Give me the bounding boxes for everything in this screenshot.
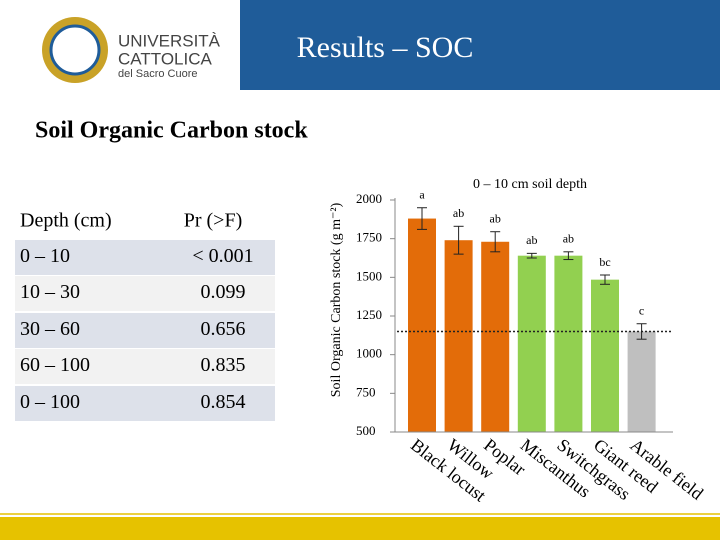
- table-row-bg: [15, 349, 275, 384]
- y-tick-label: 1500: [356, 268, 382, 283]
- y-tick-label: 1750: [356, 230, 382, 245]
- table-cell: 30 – 60: [20, 318, 80, 340]
- table-cell: 0.656: [201, 318, 246, 340]
- y-axis-label: Soil Organic Carbon stock (g m⁻²): [329, 202, 344, 397]
- subtitle: Soil Organic Carbon stock: [35, 118, 308, 144]
- chart-title: 0 – 10 cm soil depth: [473, 177, 587, 192]
- logo-text: del Sacro Cuore: [118, 68, 198, 80]
- y-tick-label: 1000: [356, 346, 382, 361]
- table-cell: 0.835: [201, 354, 246, 376]
- significance-letter: ab: [453, 206, 464, 220]
- table-cell: 0.854: [201, 391, 246, 413]
- table-row-bg: [15, 313, 275, 348]
- significance-letter: ab: [490, 211, 501, 225]
- table-header: Pr (>F): [184, 210, 243, 232]
- table-row-bg: [15, 240, 275, 275]
- table-cell: 0 – 10: [20, 245, 70, 267]
- bar: [554, 255, 583, 432]
- bar: [517, 255, 546, 432]
- bar: [481, 241, 510, 432]
- slide-title: Results – SOC: [297, 31, 474, 64]
- table: Depth (cm) Pr (>F) 0 – 10 < 0.001 10 – 30 0.0…: [15, 210, 275, 421]
- bar: [591, 279, 619, 432]
- table-header: Depth (cm): [20, 210, 112, 232]
- logo-seal-inner: [49, 24, 101, 76]
- significance-letter: ab: [526, 233, 537, 247]
- bar: [444, 240, 473, 432]
- y-tick-label: 1250: [356, 307, 382, 322]
- table-row-bg: [15, 276, 275, 311]
- significance-letter: bc: [599, 255, 610, 269]
- table-row-bg: [15, 386, 275, 421]
- table-cell: 10 – 30: [20, 281, 80, 303]
- table-cell: 0 – 100: [20, 391, 80, 413]
- table-cell: 0.099: [201, 281, 246, 303]
- logo-text: CATTOLICA: [118, 49, 212, 68]
- chart: 0 – 10 cm soil depth Soil Organic Carbon…: [329, 177, 707, 505]
- table-cell: < 0.001: [192, 245, 253, 267]
- significance-letter: a: [419, 187, 425, 201]
- y-tick-label: 750: [356, 384, 376, 399]
- significance-letter: ab: [563, 232, 574, 246]
- footer-bar: [0, 517, 720, 540]
- bar: [408, 218, 436, 432]
- table-cell: 60 – 100: [20, 354, 90, 376]
- bar: [627, 331, 656, 432]
- significance-letter: c: [639, 303, 644, 317]
- logo-text: UNIVERSITÀ: [118, 31, 221, 50]
- title-banner: [240, 0, 720, 90]
- y-tick-label: 500: [356, 423, 376, 438]
- y-tick-label: 2000: [356, 191, 382, 206]
